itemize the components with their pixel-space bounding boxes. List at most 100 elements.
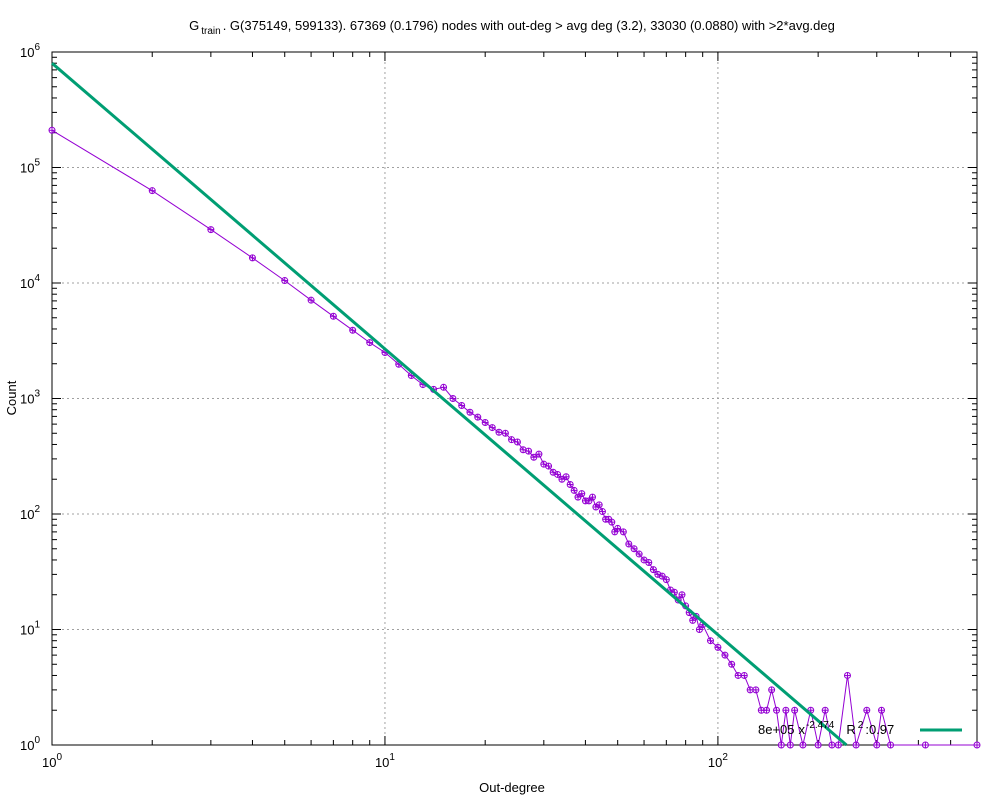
data-point [281,277,289,285]
data-point [768,686,776,694]
data-point [678,591,686,599]
data-point [695,626,703,633]
data-point [608,518,616,526]
data-point [248,254,256,262]
data-point [562,473,570,481]
legend-exp: -2.474 [806,720,835,731]
data-point [714,643,722,651]
data-point [329,312,337,320]
y-tick-label: 105 [20,158,40,176]
legend: 8e+05 x-2.474 R 2:0.97 [758,720,962,737]
legend-r: R [846,722,855,737]
data-point [773,706,781,714]
data-point [530,453,538,461]
data-point [635,550,643,558]
data-point [535,450,543,458]
data-point [501,429,509,437]
data-point [458,401,466,409]
data-point [474,413,482,421]
data-point [740,671,748,679]
data-point [574,493,582,501]
data-point [349,326,357,334]
data-point [706,637,714,645]
data-point [566,481,574,489]
data-point [658,572,666,580]
data-point [973,741,981,749]
data-point [670,588,678,596]
data-point [513,438,521,446]
data-point [649,566,657,574]
data-point [625,540,633,548]
y-tick-label: 102 [20,504,40,522]
legend-r2-val: :0.97 [865,722,894,737]
data-point [799,741,807,749]
data-point [525,447,533,455]
data-point [777,741,785,749]
data-point [440,383,448,391]
data-point [863,706,871,714]
data-point [481,418,489,426]
data-point [828,741,836,749]
plot-frame [51,51,978,746]
data-point [449,395,457,402]
data-point [48,126,56,134]
chart-title-rest: . G(375149, 599133). 67369 (0.1796) node… [223,18,835,33]
data-point [466,408,474,416]
x-tick-label: 100 [42,752,62,770]
data-point [148,187,156,195]
data-point [508,436,516,444]
data-point [554,470,562,478]
y-tick-label: 104 [20,273,40,291]
data-point [207,226,215,234]
tick-labels: 100 101 102 100 101 102 103 104 105 106 [20,42,728,770]
data-point [734,671,742,679]
legend-coef: 8e+05 [758,722,795,737]
data-point [570,486,578,494]
data-point [921,741,929,749]
data-point [366,339,374,347]
chart-title-prefix: G [189,18,199,33]
data-point [782,706,790,714]
data-point [614,524,622,532]
data-point [585,497,593,505]
data-point [873,741,881,749]
data-point [763,706,771,714]
data-point [488,424,496,432]
y-tick-label: 106 [20,42,40,60]
data-point [728,660,736,668]
data-series [48,126,981,749]
grid-lines [52,52,977,745]
fit-line [51,62,848,747]
data-series-line [51,129,977,746]
data-point [645,559,653,567]
y-tick-label: 101 [20,620,40,638]
fit-series [51,62,848,747]
data-point [630,545,638,553]
y-tick-label: 103 [20,389,40,407]
data-point [619,528,627,536]
data-point [746,686,754,694]
legend-r2-exp: 2 [858,720,864,731]
y-axis-label: Count [4,380,19,415]
data-point [791,706,799,714]
data-point [545,462,553,470]
data-point [843,671,851,679]
data-point [495,428,503,436]
chart-title-subscript: train [201,26,220,37]
data-point [588,493,596,501]
data-point [689,616,697,624]
data-point [595,501,603,509]
data-point [721,651,729,659]
x-axis-label: Out-degree [479,780,545,795]
data-point [887,741,895,749]
data-point [578,490,586,498]
data-point [814,741,822,749]
y-tick-label: 100 [20,735,40,753]
legend-fit-label: 8e+05 x-2.474 R 2:0.97 [758,720,894,737]
data-point [662,576,670,584]
x-tick-label: 101 [375,752,395,770]
data-point [307,296,315,304]
data-point [852,741,860,749]
